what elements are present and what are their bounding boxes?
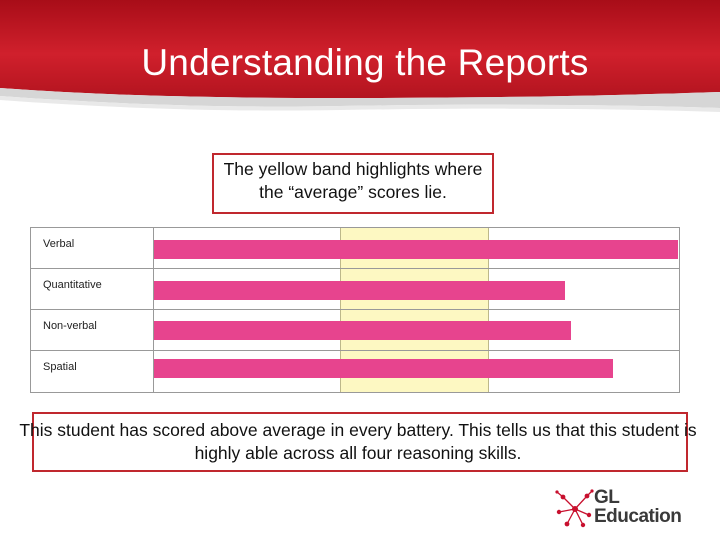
logo-wordmark: GL Education (594, 487, 682, 527)
gl-education-logo-icon (555, 489, 594, 528)
title-banner (0, 0, 720, 125)
bar-quantitative (154, 281, 566, 300)
logo-line-education: Education (594, 506, 682, 527)
label-column (31, 228, 154, 392)
bar-spatial (154, 359, 613, 378)
callout-box-bottom (32, 412, 688, 472)
row-divider (31, 309, 679, 310)
slide-title: Understanding the Reports (141, 42, 589, 83)
scores-chart: Verbal Quantitative Non-verbal Spatial (30, 227, 680, 393)
logo-line-gl: GL (594, 487, 620, 508)
callout-text-top: The yellow band highlights where the “av… (223, 159, 483, 202)
bar-non-verbal (154, 321, 571, 340)
category-label-spatial: Spatial (43, 361, 77, 373)
row-divider (31, 350, 679, 351)
category-label-non-verbal: Non-verbal (43, 320, 97, 332)
category-label-verbal: Verbal (43, 238, 75, 250)
category-label-quantitative: Quantitative (43, 279, 102, 291)
callout-box-top (212, 153, 494, 214)
row-divider (31, 268, 679, 269)
callout-text-bottom: This student has scored above average in… (19, 420, 697, 463)
bar-verbal (154, 240, 678, 259)
